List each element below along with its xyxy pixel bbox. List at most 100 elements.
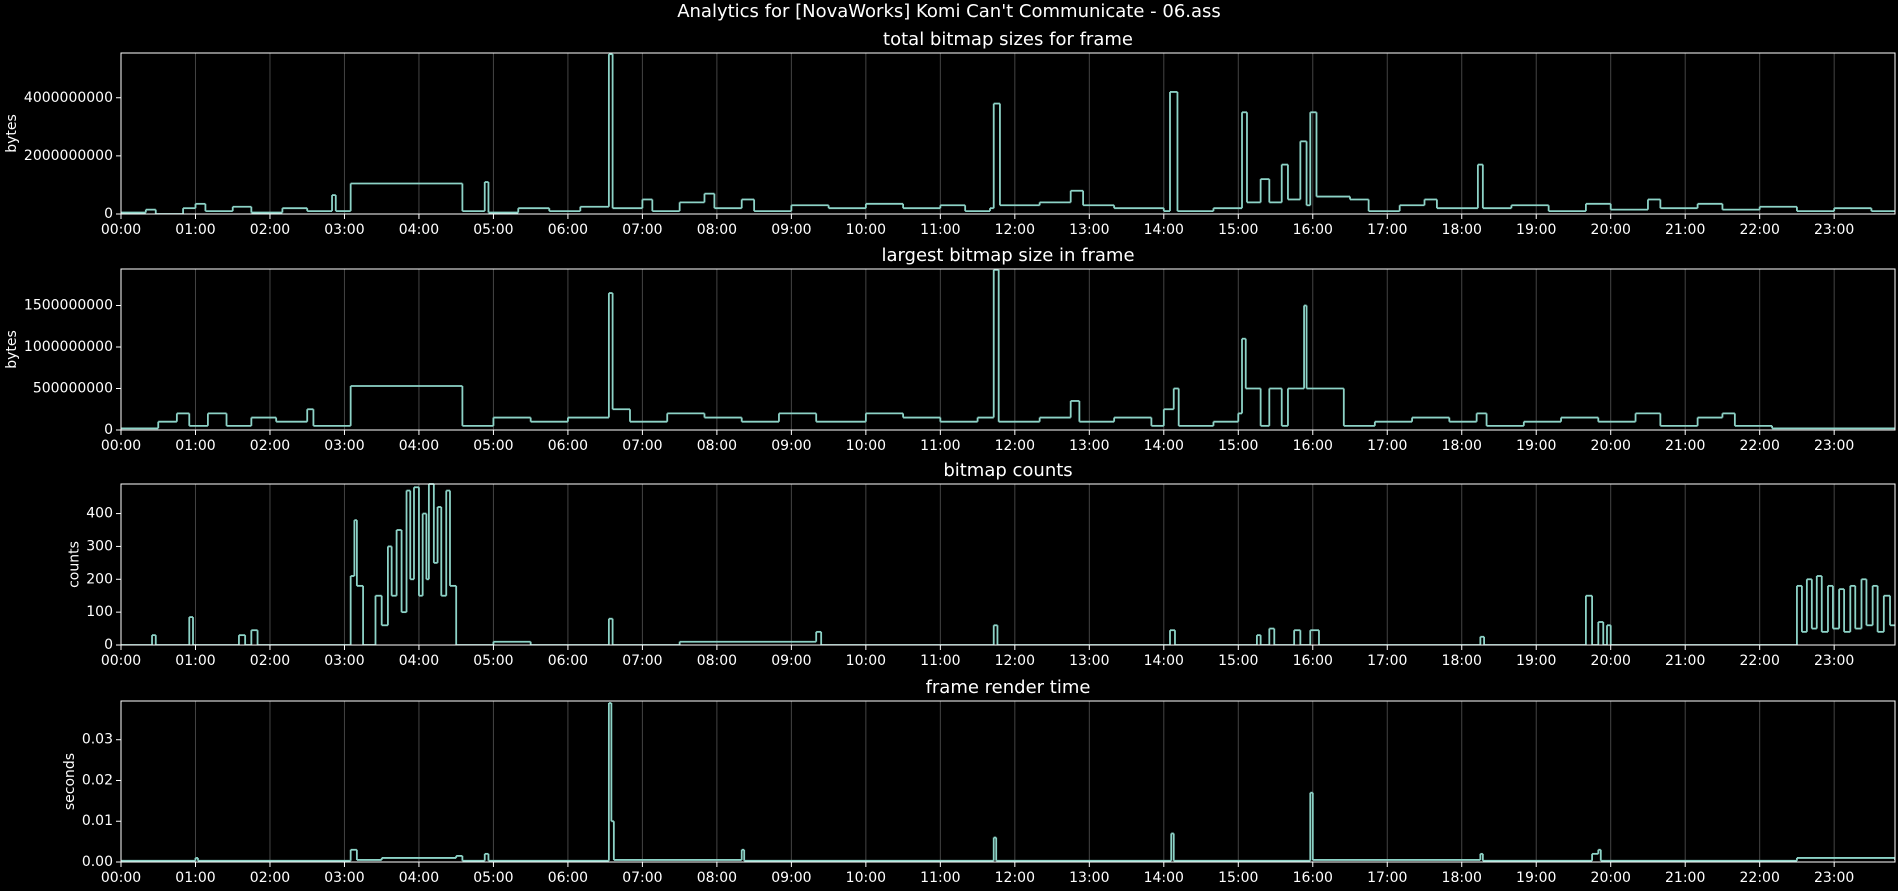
- x-tick-label: 18:00: [1442, 870, 1482, 886]
- x-tick-label: 01:00: [175, 653, 215, 669]
- x-tick-label: 07:00: [622, 222, 662, 238]
- x-tick-label: 13:00: [1069, 653, 1109, 669]
- y-tick-label: 400: [86, 506, 113, 522]
- y-tick-label: 100: [86, 604, 113, 620]
- x-tick-label: 14:00: [1144, 870, 1184, 886]
- x-tick-label: 13:00: [1069, 870, 1109, 886]
- x-tick-label: 19:00: [1516, 653, 1556, 669]
- x-tick-label: 06:00: [548, 438, 588, 454]
- x-tick-label: 06:00: [548, 870, 588, 886]
- x-tick-label: 20:00: [1591, 438, 1631, 454]
- y-tick-label: 200: [86, 571, 113, 587]
- x-tick-label: 10:00: [846, 653, 886, 669]
- x-tick-label: 18:00: [1442, 438, 1482, 454]
- x-tick-label: 02:00: [250, 870, 290, 886]
- x-tick-label: 14:00: [1144, 222, 1184, 238]
- subplot: bitmap counts 00:00 01:00 02:00 03:00 04:00 05…: [66, 460, 1896, 669]
- x-tick-label: 02:00: [250, 653, 290, 669]
- x-tick-label: 01:00: [175, 222, 215, 238]
- x-tick-label: 09:00: [771, 222, 811, 238]
- y-tick-label: 0: [104, 206, 113, 222]
- x-tick-label: 17:00: [1367, 653, 1407, 669]
- x-tick-label: 05:00: [473, 222, 513, 238]
- subplot-title: total bitmap sizes for frame: [883, 29, 1133, 50]
- x-tick-label: 12:00: [995, 222, 1035, 238]
- x-tick-label: 17:00: [1367, 222, 1407, 238]
- x-tick-label: 16:00: [1293, 653, 1333, 669]
- x-tick-label: 22:00: [1740, 438, 1780, 454]
- x-tick-label: 20:00: [1591, 870, 1631, 886]
- x-tick-label: 04:00: [399, 222, 439, 238]
- x-tick-label: 17:00: [1367, 870, 1407, 886]
- x-tick-label: 09:00: [771, 438, 811, 454]
- x-tick-label: 00:00: [101, 438, 141, 454]
- y-axis-label: bytes: [4, 114, 20, 153]
- x-tick-label: 19:00: [1516, 222, 1556, 238]
- y-axis-label: seconds: [62, 753, 78, 810]
- x-tick-label: 07:00: [622, 438, 662, 454]
- x-tick-label: 05:00: [473, 438, 513, 454]
- x-tick-label: 03:00: [324, 222, 364, 238]
- x-tick-label: 16:00: [1293, 438, 1333, 454]
- axes-frame: [120, 483, 1896, 646]
- y-tick-label: 0.01: [82, 813, 113, 829]
- x-tick-label: 15:00: [1218, 438, 1258, 454]
- x-tick-label: 08:00: [697, 222, 737, 238]
- axes-frame: [120, 52, 1896, 215]
- x-tick-label: 19:00: [1516, 870, 1556, 886]
- y-tick-label: 0.00: [82, 854, 113, 870]
- y-tick-label: 4000000000: [24, 90, 113, 106]
- y-axis-label: counts: [66, 541, 82, 588]
- x-tick-label: 04:00: [399, 653, 439, 669]
- x-tick-label: 04:00: [399, 438, 439, 454]
- x-tick-label: 16:00: [1293, 870, 1333, 886]
- x-tick-label: 12:00: [995, 870, 1035, 886]
- x-tick-label: 08:00: [697, 438, 737, 454]
- x-tick-label: 06:00: [548, 222, 588, 238]
- plot-lines: [121, 268, 1895, 430]
- x-tick-label: 07:00: [622, 653, 662, 669]
- x-tick-label: 21:00: [1665, 653, 1705, 669]
- x-tick-label: 02:00: [250, 222, 290, 238]
- x-tick-label: 22:00: [1740, 870, 1780, 886]
- x-tick-label: 15:00: [1218, 653, 1258, 669]
- axes-frame: [120, 700, 1896, 863]
- x-tick-label: 14:00: [1144, 653, 1184, 669]
- x-tick-label: 11:00: [920, 653, 960, 669]
- subplot: frame render time 00:00 01:00 02:00 03:00 04:…: [62, 677, 1896, 886]
- x-tick-label: 03:00: [324, 438, 364, 454]
- y-tick-label: 500000000: [33, 381, 113, 397]
- y-tick-label: 0: [104, 637, 113, 653]
- plot-lines: [121, 702, 1895, 862]
- y-tick-label: 2000000000: [24, 148, 113, 164]
- x-tick-label: 21:00: [1665, 438, 1705, 454]
- y-tick-label: 300: [86, 538, 113, 554]
- x-tick-label: 10:00: [846, 438, 886, 454]
- x-tick-label: 10:00: [846, 222, 886, 238]
- x-tick-label: 23:00: [1814, 222, 1854, 238]
- x-tick-label: 18:00: [1442, 653, 1482, 669]
- x-tick-label: 23:00: [1814, 870, 1854, 886]
- x-tick-label: 09:00: [771, 653, 811, 669]
- x-tick-label: 12:00: [995, 653, 1035, 669]
- x-tick-label: 23:00: [1814, 653, 1854, 669]
- x-tick-label: 00:00: [101, 870, 141, 886]
- plot-lines: [121, 483, 1895, 645]
- x-tick-label: 08:00: [697, 653, 737, 669]
- x-tick-label: 14:00: [1144, 438, 1184, 454]
- subplot-title: bitmap counts: [943, 460, 1072, 481]
- x-tick-label: 13:00: [1069, 438, 1109, 454]
- x-tick-label: 06:00: [548, 653, 588, 669]
- x-tick-label: 11:00: [920, 222, 960, 238]
- x-tick-label: 19:00: [1516, 438, 1556, 454]
- x-tick-label: 23:00: [1814, 438, 1854, 454]
- x-tick-label: 03:00: [324, 653, 364, 669]
- x-tick-label: 15:00: [1218, 870, 1258, 886]
- x-tick-label: 15:00: [1218, 222, 1258, 238]
- x-tick-label: 21:00: [1665, 870, 1705, 886]
- x-tick-label: 01:00: [175, 870, 215, 886]
- x-tick-label: 03:00: [324, 870, 364, 886]
- subplot-title: frame render time: [926, 677, 1091, 698]
